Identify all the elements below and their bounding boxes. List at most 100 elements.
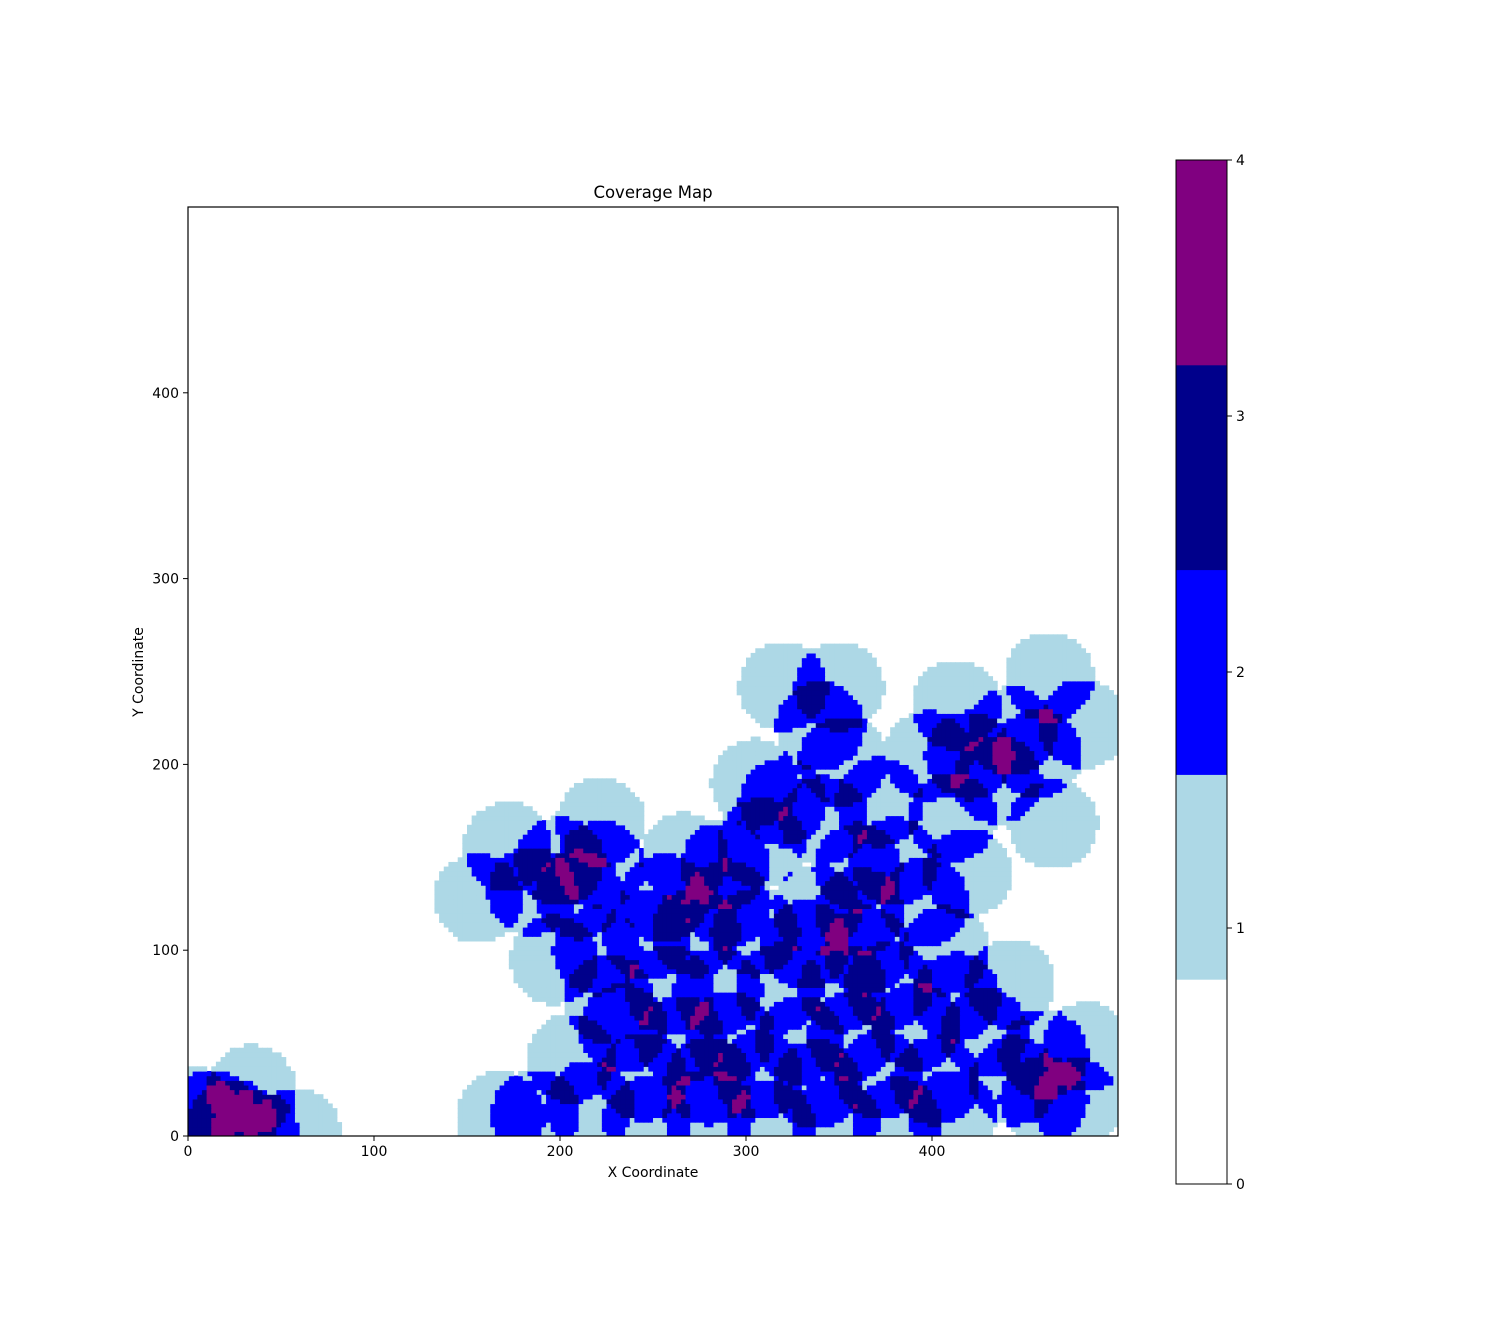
heatmap-cell bbox=[1048, 978, 1054, 984]
heatmap-cell bbox=[992, 1075, 998, 1081]
heatmap-cell bbox=[894, 1061, 901, 1067]
heatmap-cell bbox=[1034, 1098, 1040, 1105]
heatmap-cell bbox=[643, 1015, 649, 1021]
heatmap-cell bbox=[1048, 1117, 1054, 1123]
heatmap-cell bbox=[276, 1131, 282, 1136]
heatmap-cell bbox=[964, 1038, 970, 1044]
heatmap-cell bbox=[1099, 1066, 1105, 1072]
heatmap-cell bbox=[792, 973, 798, 979]
heatmap-cell bbox=[555, 1019, 561, 1026]
heatmap-cell bbox=[518, 1098, 524, 1105]
heatmap-cell bbox=[983, 1057, 989, 1063]
heatmap-cell bbox=[852, 1019, 859, 1026]
heatmap-cell bbox=[983, 987, 989, 993]
heatmap-cell bbox=[792, 1103, 798, 1109]
heatmap-cell bbox=[615, 987, 622, 993]
heatmap-cell bbox=[573, 1066, 580, 1072]
heatmap-cell bbox=[825, 992, 831, 998]
heatmap-cell bbox=[662, 996, 668, 1002]
heatmap-cell bbox=[685, 1131, 691, 1136]
heatmap-cell bbox=[480, 1075, 487, 1081]
heatmap-cell bbox=[945, 1066, 952, 1072]
heatmap-cell bbox=[773, 1084, 780, 1091]
heatmap-cell bbox=[797, 1024, 803, 1030]
heatmap-cell bbox=[815, 1084, 821, 1091]
heatmap-cell bbox=[936, 1005, 942, 1012]
heatmap-cell bbox=[490, 1089, 496, 1095]
heatmap-cell bbox=[527, 1061, 533, 1067]
heatmap-cell bbox=[611, 987, 617, 993]
heatmap-cell bbox=[587, 1094, 594, 1100]
heatmap-cell bbox=[1108, 1047, 1114, 1053]
heatmap-cell bbox=[880, 973, 887, 979]
heatmap-cell bbox=[746, 1066, 752, 1072]
heatmap-cell bbox=[606, 1089, 612, 1095]
heatmap-cell bbox=[834, 1043, 840, 1049]
heatmap-cell bbox=[987, 1066, 994, 1072]
heatmap-cell bbox=[764, 1005, 770, 1012]
heatmap-cell bbox=[876, 1057, 882, 1063]
heatmap-cell bbox=[578, 1108, 584, 1114]
heatmap-cell bbox=[862, 996, 868, 1002]
heatmap-cell bbox=[257, 1075, 263, 1081]
heatmap-cell bbox=[215, 1089, 222, 1095]
heatmap-cell bbox=[1057, 1043, 1063, 1049]
heatmap-cell bbox=[783, 1029, 789, 1035]
heatmap-cell bbox=[1108, 1019, 1114, 1026]
heatmap-cell bbox=[708, 1033, 715, 1040]
heatmap-cell bbox=[1020, 1001, 1026, 1007]
heatmap-cell bbox=[987, 1108, 994, 1114]
heatmap-cell bbox=[1071, 1075, 1077, 1081]
heatmap-cell bbox=[783, 1024, 789, 1030]
heatmap-cell bbox=[773, 1075, 780, 1081]
heatmap-cell bbox=[620, 1015, 626, 1021]
heatmap-cell bbox=[866, 1112, 873, 1119]
heatmap-cell bbox=[676, 1131, 682, 1136]
heatmap-cell bbox=[801, 1033, 808, 1040]
heatmap-cell bbox=[188, 1089, 194, 1095]
heatmap-cell bbox=[876, 978, 882, 984]
heatmap-cell bbox=[597, 1122, 603, 1128]
heatmap-cell bbox=[792, 1108, 798, 1114]
heatmap-cell bbox=[983, 1080, 989, 1086]
heatmap-cell bbox=[983, 1005, 989, 1012]
heatmap-cell bbox=[276, 1117, 282, 1123]
heatmap-cell bbox=[555, 1108, 561, 1114]
heatmap-cell bbox=[234, 1122, 240, 1128]
heatmap-cell bbox=[820, 1057, 826, 1063]
heatmap-cell bbox=[648, 1098, 654, 1105]
heatmap-cell bbox=[950, 1015, 956, 1021]
heatmap-cell bbox=[978, 1080, 984, 1086]
heatmap-cell bbox=[778, 1010, 784, 1016]
heatmap-cell bbox=[843, 1005, 849, 1012]
heatmap-cell bbox=[927, 1084, 933, 1091]
heatmap-cell bbox=[722, 1047, 728, 1053]
heatmap-cell bbox=[564, 1066, 570, 1072]
heatmap-cell bbox=[727, 1098, 733, 1105]
heatmap-cell bbox=[755, 1084, 761, 1091]
heatmap-cell bbox=[969, 1122, 975, 1128]
heatmap-cell bbox=[620, 1019, 626, 1026]
heatmap-cell bbox=[536, 1112, 542, 1119]
heatmap-cell bbox=[787, 987, 794, 993]
heatmap-cell bbox=[587, 1010, 594, 1016]
heatmap-cell bbox=[815, 1117, 821, 1123]
heatmap-cell bbox=[1104, 1131, 1110, 1136]
heatmap-cell bbox=[1094, 1094, 1100, 1100]
heatmap-cell bbox=[1066, 1057, 1073, 1063]
heatmap-cell bbox=[206, 1089, 212, 1095]
heatmap-cell bbox=[690, 1103, 696, 1109]
heatmap-cell bbox=[271, 1070, 277, 1077]
heatmap-cell bbox=[1071, 1112, 1077, 1119]
heatmap-cell bbox=[722, 1010, 728, 1016]
heatmap-cell bbox=[778, 1057, 784, 1063]
heatmap-cell bbox=[987, 1131, 994, 1136]
heatmap-cell bbox=[945, 1043, 952, 1049]
heatmap-cell bbox=[806, 1019, 812, 1026]
heatmap-cell bbox=[862, 982, 868, 988]
heatmap-cell bbox=[764, 1112, 770, 1119]
heatmap-cell bbox=[797, 1015, 803, 1021]
heatmap-cell bbox=[569, 1094, 575, 1100]
heatmap-cell bbox=[727, 1001, 733, 1007]
heatmap-cell bbox=[932, 1098, 938, 1105]
